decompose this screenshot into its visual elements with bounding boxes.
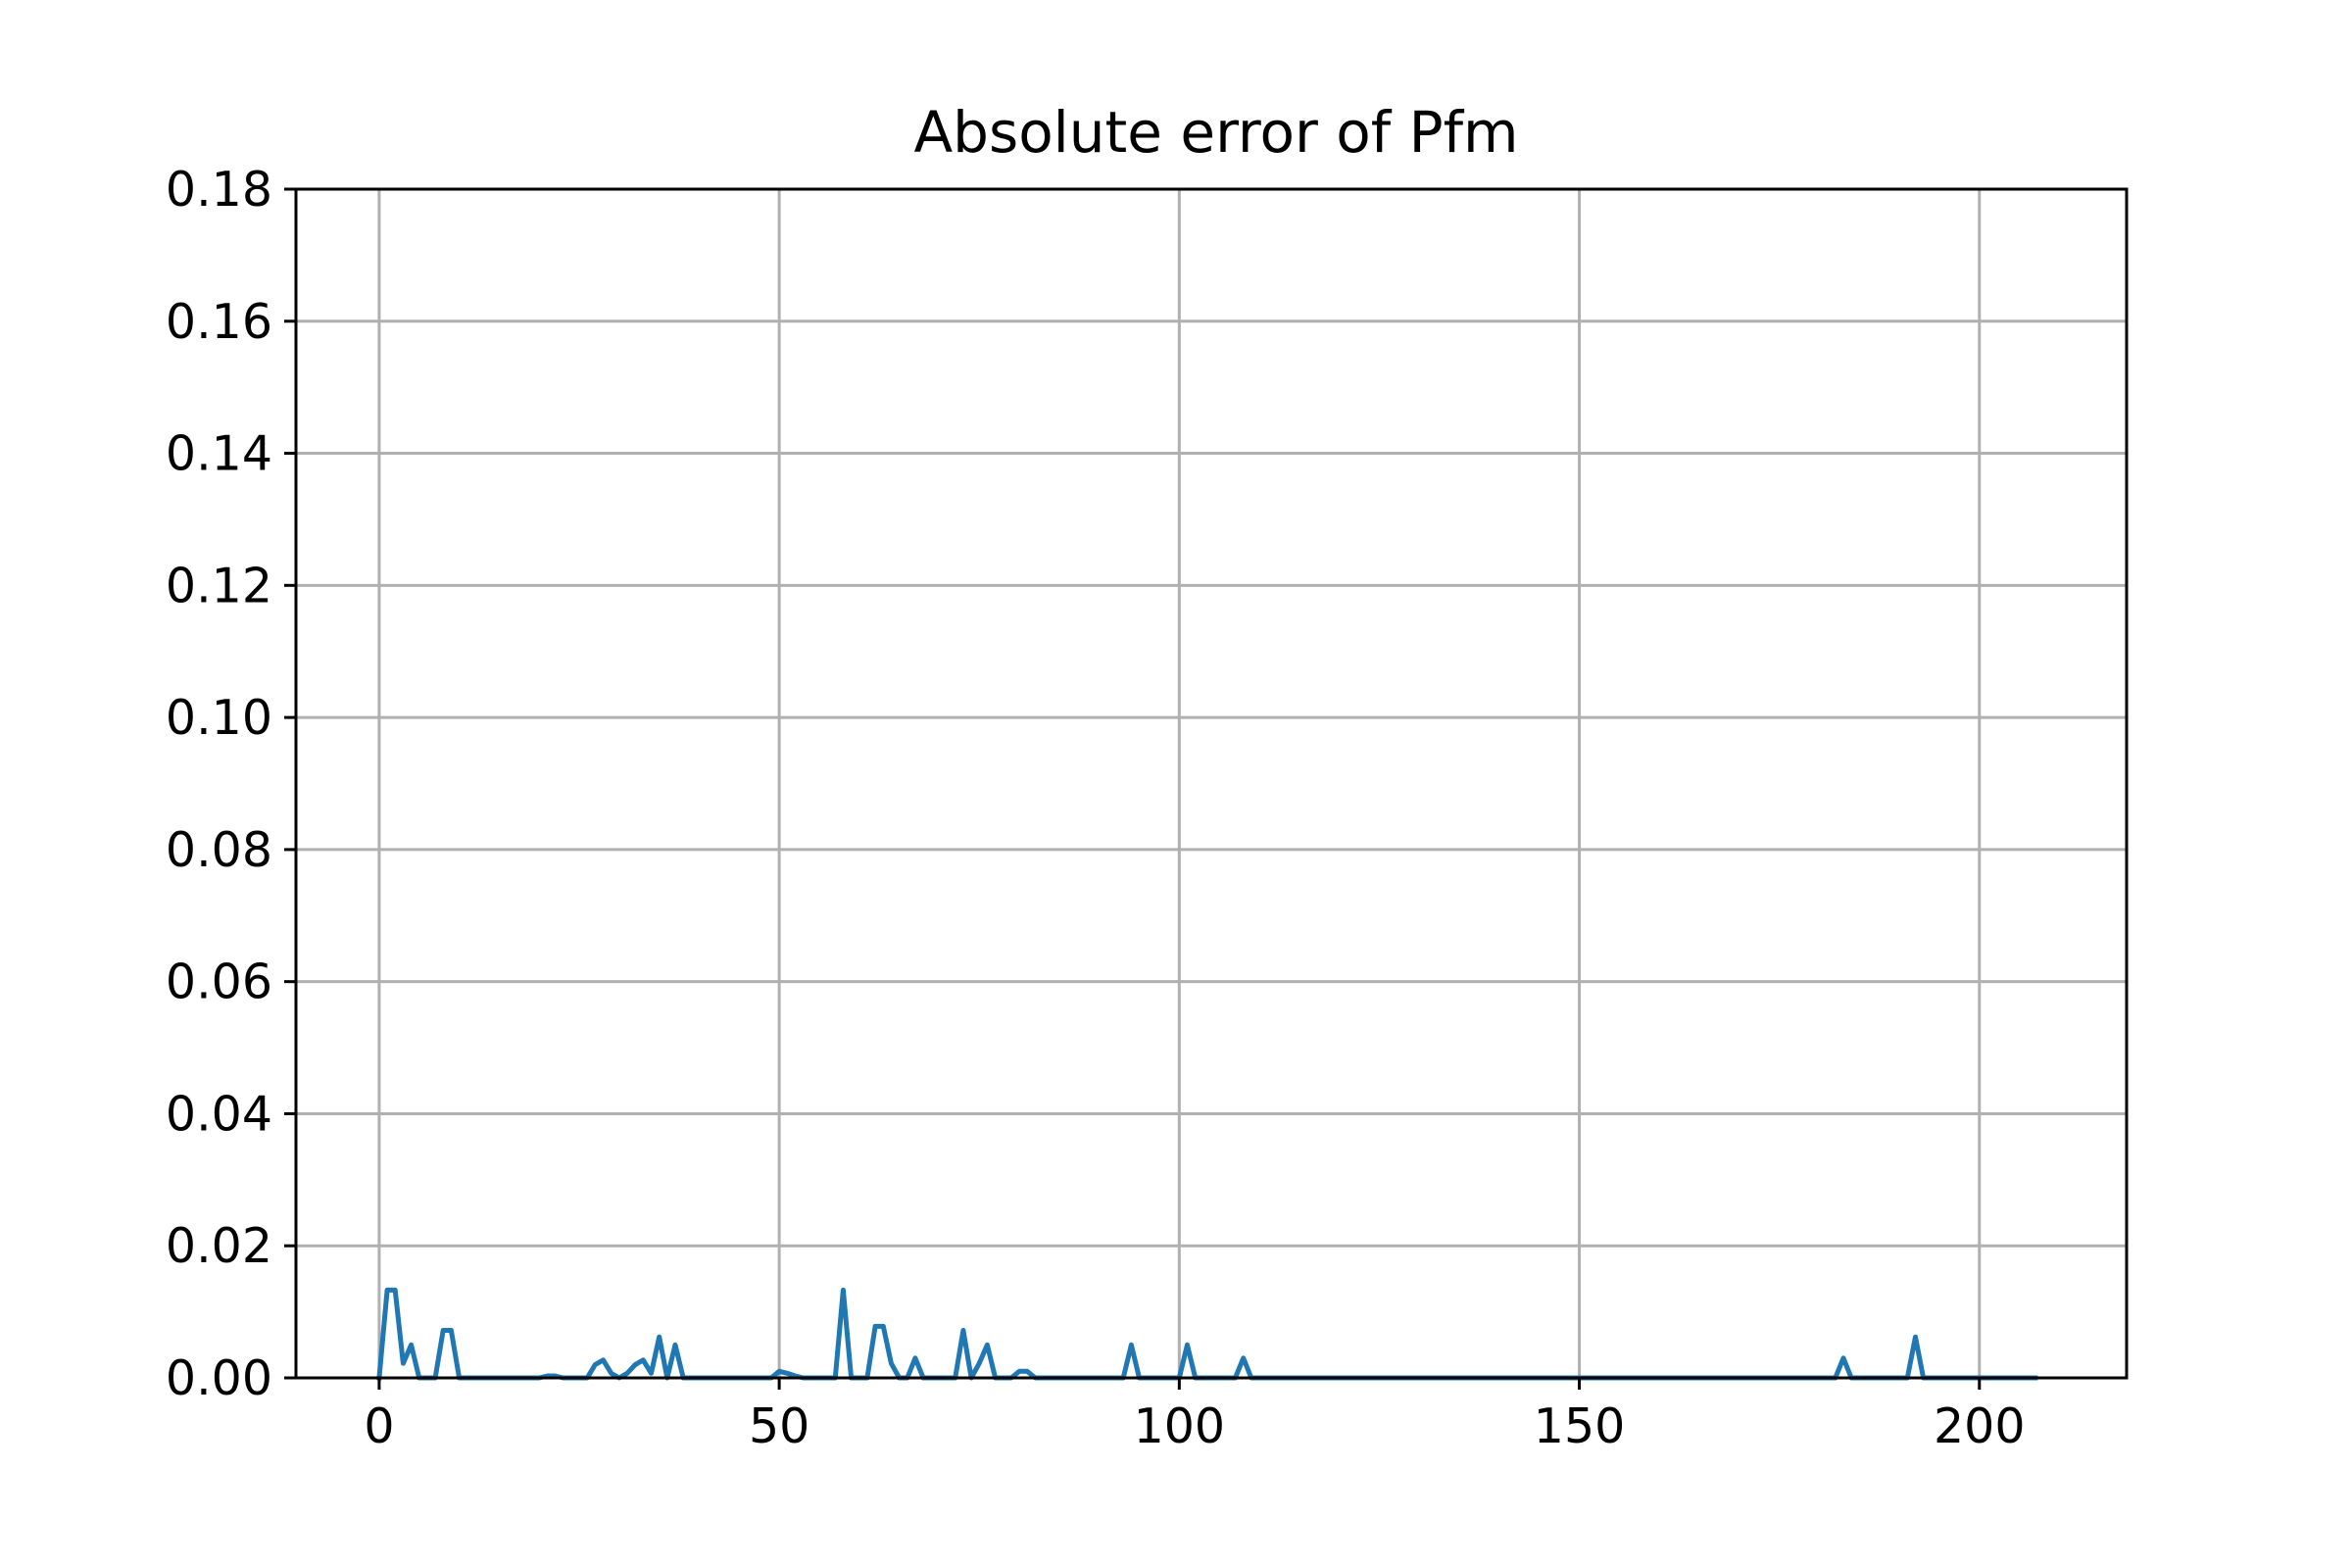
x-tick-label: 200 — [1934, 1398, 2026, 1454]
y-tick-label: 0.12 — [166, 558, 272, 613]
y-tick-label: 0.04 — [166, 1086, 272, 1142]
x-tick-label: 50 — [749, 1398, 809, 1454]
y-tick-label: 0.02 — [166, 1218, 272, 1274]
y-tick-label: 0.14 — [166, 426, 272, 482]
y-tick-label: 0.06 — [166, 955, 272, 1010]
axes-frame — [294, 187, 2129, 1380]
y-tick-label: 0.00 — [166, 1350, 272, 1406]
x-tick-label: 150 — [1534, 1398, 1626, 1454]
y-tick-label: 0.08 — [166, 822, 272, 878]
y-tick-label: 0.16 — [166, 294, 272, 350]
y-tick-label: 0.18 — [166, 162, 272, 218]
y-tick-label: 0.10 — [166, 690, 272, 746]
chart-title: Absolute error of Pfm — [913, 99, 1518, 166]
x-tick-label: 100 — [1134, 1398, 1226, 1454]
x-tick-label: 0 — [364, 1398, 394, 1454]
y-axis: 0.00 0.02 0.04 0.06 0.08 0.10 0.12 0.14 0.16 0.18 — [166, 162, 296, 1406]
x-axis: 0 50 100 150 200 — [364, 1378, 2026, 1454]
